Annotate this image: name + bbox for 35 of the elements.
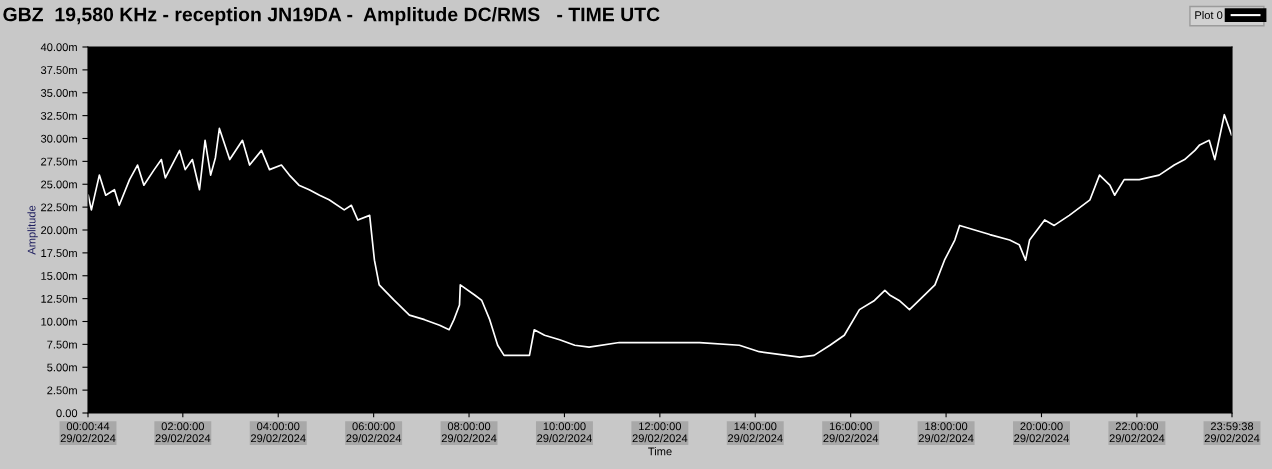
y-tick-label: 2.50m [47,386,77,395]
x-tick-label: 22:00:00 29/02/2024 [1109,422,1165,443]
y-tick-label: 27.50m [41,157,77,166]
y-tick-label: 15.00m [41,272,77,280]
y-tick-label: 30.00m [40,134,77,143]
y-tick-label: 5.00m [47,363,77,372]
x-tick-label: 14:00:00 29/02/2024 [728,422,783,443]
x-tick-label: 16:00:00 29/02/2024 [823,422,879,443]
x-tick-label: 00:00:44 29/02/2024 [60,422,116,443]
y-tick-label: 40.00m [40,43,77,52]
y-tick-label: 12.50m [41,294,77,303]
y-tick-label: 7.50m [47,340,77,349]
y-tick-label: 22.50m [41,203,77,212]
x-tick-label: 18:00:00 29/02/2024 [918,422,974,443]
chart-title: GBZ 19,580 KHz - reception JN19DA - Amplitude DC/RMS - TIME UTC [3,7,660,26]
y-tick-label: 17.50m [41,249,77,258]
y-tick-label: 35.00m [40,89,77,97]
x-tick-label: 23:59:38 29/02/2024 [1204,422,1260,443]
x-tick-label: 20:00:00 29/02/2024 [1014,422,1069,443]
y-tick-label: 32.50m [40,111,77,120]
legend-label: Plot 0 [1195,10,1223,20]
x-tick-label: 06:00:00 29/02/2024 [346,422,402,443]
y-tick-label: 0.00 [56,409,78,418]
y-tick-label: 10.00m [41,317,77,326]
x-tick-label: 10:00:00 29/02/2024 [537,422,592,443]
y-tick-label: 37.50m [40,66,77,75]
x-tick-label: 02:00:00 29/02/2024 [155,422,211,443]
x-tick-label: 04:00:00 29/02/2024 [250,422,306,443]
x-tick-label: 08:00:00 29/02/2024 [441,422,497,443]
y-axis-title: Amplitude [27,205,38,255]
y-tick-label: 25.00m [41,180,77,189]
x-tick-label: 12:00:00 29/02/2024 [632,422,688,443]
x-axis-title: Time [648,447,672,456]
line-series [88,113,1232,359]
y-tick-label: 20.00m [41,226,77,235]
